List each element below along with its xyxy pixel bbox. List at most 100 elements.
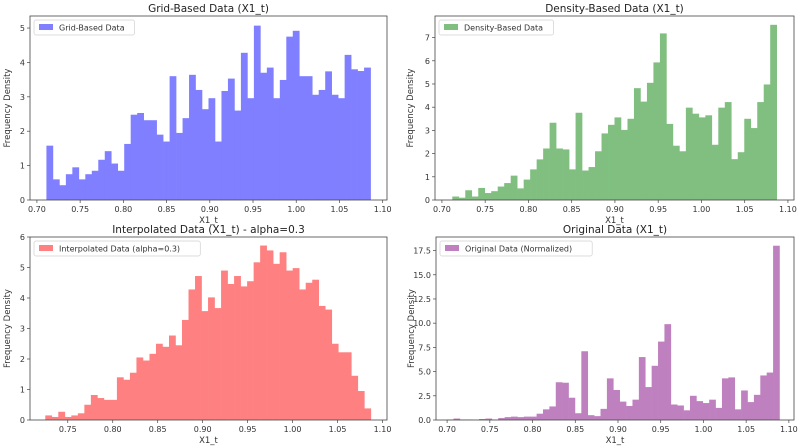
- histogram-bar: [510, 175, 518, 200]
- histogram-bar: [619, 401, 627, 420]
- legend-box: [439, 240, 593, 257]
- histogram-bar: [491, 191, 499, 200]
- histogram-bar: [45, 415, 53, 420]
- x-tick-label: 1.10: [374, 425, 392, 434]
- histogram-bar: [608, 124, 615, 200]
- histogram-bar: [613, 389, 620, 420]
- histogram-bar: [556, 148, 563, 200]
- x-tick-label: 0.85: [158, 205, 176, 214]
- x-tick-label: 0.95: [244, 205, 262, 214]
- histogram-bar: [536, 159, 544, 200]
- histogram-bar: [698, 117, 706, 200]
- histogram-bar: [614, 117, 622, 200]
- histogram-bar: [318, 89, 326, 200]
- x-tick-label: 0.80: [104, 425, 122, 434]
- histogram-bar: [601, 133, 609, 200]
- y-tick-label: 5: [20, 264, 25, 273]
- x-tick-label: 0.90: [606, 205, 624, 214]
- x-tick-label: 0.70: [438, 425, 456, 434]
- histogram-bar: [234, 276, 241, 420]
- histogram-bar: [344, 54, 352, 200]
- legend-label: Grid-Based Data: [59, 24, 125, 33]
- y-tick-label: 17.5: [413, 247, 431, 256]
- y-tick-label: 2: [20, 355, 25, 364]
- histogram-bar: [312, 279, 320, 420]
- legend-swatch: [444, 24, 458, 30]
- histogram-bar: [273, 263, 280, 420]
- histogram-bar: [555, 382, 563, 420]
- legend: Original Data (Normalized): [439, 240, 593, 257]
- histogram-bar: [620, 129, 628, 200]
- x-tick-label: 0.75: [481, 425, 499, 434]
- histogram-bar: [130, 114, 138, 200]
- y-tick-label: 6: [20, 233, 25, 242]
- histogram-bar: [479, 419, 486, 420]
- histogram-bar: [338, 98, 345, 200]
- histogram-bar: [124, 143, 132, 200]
- histogram-bar: [189, 74, 196, 200]
- histogram-bar: [260, 245, 267, 420]
- y-tick-label: 15.0: [413, 271, 431, 280]
- histogram-bar: [709, 399, 716, 420]
- histogram-bar: [734, 409, 742, 420]
- histogram-bar: [670, 404, 678, 420]
- x-tick-label: 1.05: [737, 425, 755, 434]
- histogram-bar: [234, 110, 242, 200]
- y-tick-label: 2: [20, 127, 25, 136]
- histogram-bar: [182, 118, 190, 200]
- histogram-bar: [52, 179, 60, 200]
- histogram-bar: [253, 25, 261, 200]
- histogram-bar: [471, 196, 479, 200]
- histogram-bar: [85, 174, 93, 200]
- legend: Grid-Based Data: [33, 19, 135, 36]
- y-tick-label: 4: [20, 58, 25, 67]
- histogram-bar: [702, 403, 710, 420]
- histogram-bar: [123, 379, 131, 420]
- histogram-bar: [626, 405, 633, 420]
- chart-2: 0.70 0.75 0.80 0.85 0.90 0.95 1.00 1.05 1.10 0 1 2 3…: [406, 3, 797, 226]
- histogram-bar: [364, 408, 372, 420]
- histogram-bar: [104, 151, 112, 200]
- y-tick-label: 0: [20, 196, 25, 205]
- histogram-bar: [286, 270, 293, 420]
- histogram-bar: [664, 324, 672, 420]
- histogram-bar: [149, 353, 157, 420]
- histogram-bar: [214, 141, 222, 200]
- histogram-bar: [497, 186, 505, 200]
- histogram-bar: [653, 62, 661, 200]
- chart-title: Interpolated Data (X1_t) - alpha=0.3: [112, 224, 305, 236]
- histogram-bar: [721, 378, 729, 420]
- histogram-bar: [59, 185, 67, 200]
- histogram-bar: [305, 282, 313, 420]
- histogram-bar: [666, 123, 674, 200]
- y-tick-label: 4: [425, 103, 430, 112]
- histogram-bar: [155, 343, 163, 420]
- histogram-bar: [683, 410, 691, 420]
- x-tick-label: 1.05: [331, 205, 349, 214]
- histogram-bar: [581, 351, 589, 420]
- histogram-bar: [137, 112, 144, 200]
- histogram-bar: [182, 319, 189, 420]
- histogram-bar: [72, 167, 80, 200]
- histogram-bar: [517, 417, 525, 420]
- histogram-bar: [646, 82, 654, 200]
- histogram-bar: [338, 352, 346, 420]
- x-tick-label: 0.80: [520, 205, 538, 214]
- y-tick-label: 0.0: [418, 416, 431, 425]
- chart-3: 0.75 0.80 0.85 0.90 0.95 1.00 1.05 1.10 0 1 2 3 4 5 6 I…: [3, 224, 391, 446]
- histogram-bar: [718, 107, 726, 200]
- histogram-bar: [110, 399, 118, 420]
- histogram-bar: [517, 188, 524, 200]
- histogram-bar: [111, 163, 119, 200]
- y-tick-label: 7.5: [418, 343, 431, 352]
- x-tick-label: 0.75: [476, 205, 494, 214]
- x-tick-label: 0.75: [59, 425, 77, 434]
- histogram-bar: [163, 141, 170, 200]
- x-tick-label: 0.85: [149, 425, 167, 434]
- histogram-bar: [201, 311, 209, 420]
- histogram-bar: [292, 30, 300, 200]
- histogram-bar: [357, 71, 365, 200]
- x-axis-label: X1_t: [605, 216, 624, 226]
- legend-swatch: [39, 24, 53, 30]
- y-tick-label: 7: [425, 34, 430, 43]
